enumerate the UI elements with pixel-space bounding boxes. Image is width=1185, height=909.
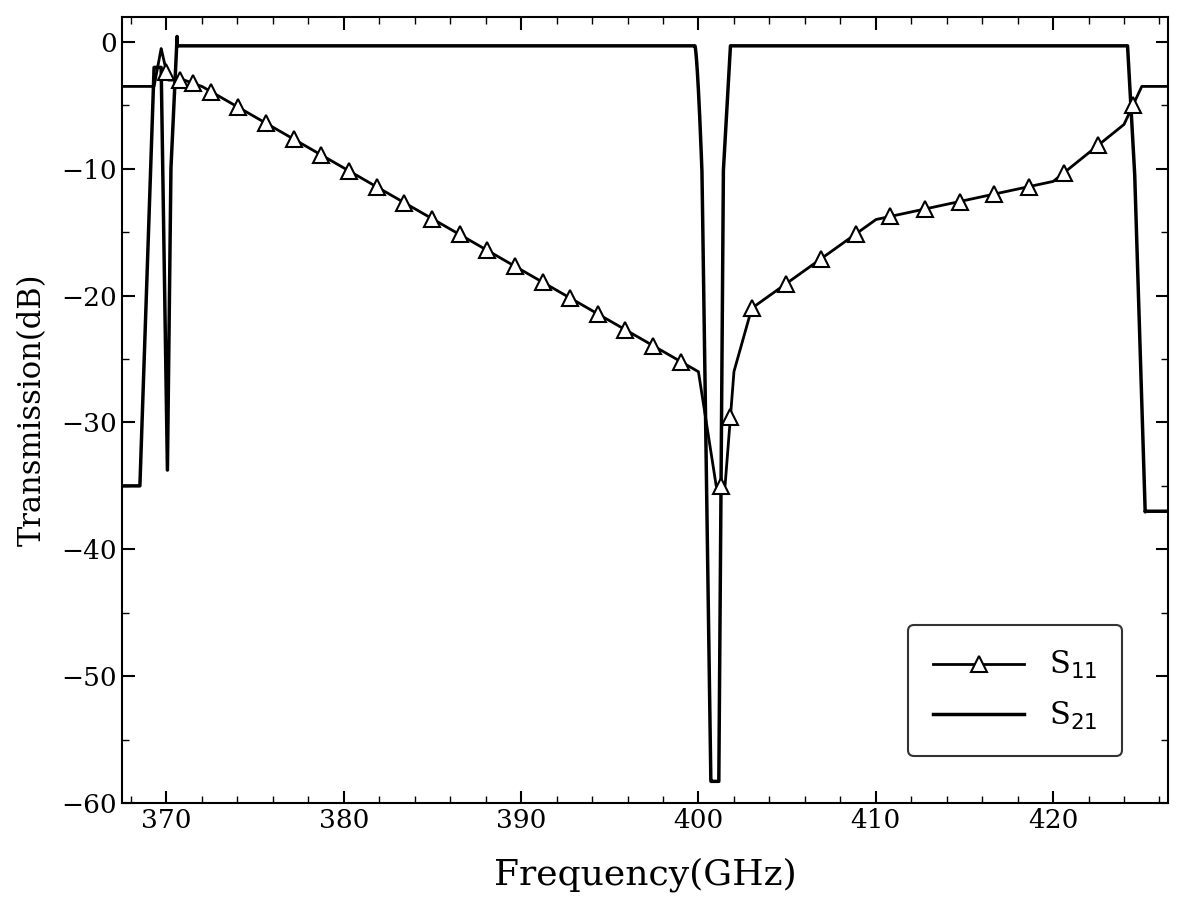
X-axis label: Frequency(GHz): Frequency(GHz): [494, 858, 796, 893]
Legend: S$_{11}$, S$_{21}$: S$_{11}$, S$_{21}$: [908, 624, 1122, 756]
Y-axis label: Transmission(dB): Transmission(dB): [17, 274, 47, 546]
